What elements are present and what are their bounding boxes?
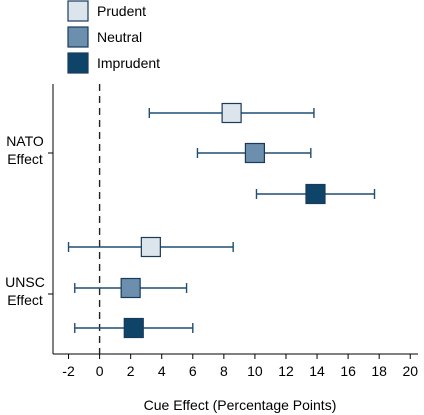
x-tick-label: 14 xyxy=(309,363,325,379)
point-estimate-marker-imprudent xyxy=(123,317,144,339)
legend-label-neutral: Neutral xyxy=(97,29,142,45)
y-group-label-line1: UNSC xyxy=(5,274,45,290)
x-tick-label: 6 xyxy=(189,363,197,379)
axes: -2 0 2 4 6 8 10 12 14 16 18 20 NATO Effect UNSC Effect xyxy=(5,84,418,379)
y-group-label-line2: Effect xyxy=(7,292,43,308)
x-tick-label: 8 xyxy=(220,363,228,379)
x-tick-label: -2 xyxy=(62,363,75,379)
x-axis-title: Cue Effect (Percentage Points) xyxy=(144,397,337,413)
legend-label-prudent: Prudent xyxy=(97,3,146,19)
x-tick-label: 16 xyxy=(340,363,356,379)
x-tick-label: 0 xyxy=(96,363,104,379)
x-tick-label: 10 xyxy=(247,363,263,379)
legend-swatch-prudent xyxy=(67,0,89,22)
y-group-label-line2: Effect xyxy=(7,151,43,167)
x-tick-label: 20 xyxy=(402,363,418,379)
point-estimate-marker-imprudent xyxy=(305,183,326,205)
legend-swatch-neutral xyxy=(67,26,89,48)
x-tick-label: 12 xyxy=(278,363,294,379)
point-estimate-marker-neutral xyxy=(244,142,266,164)
point-estimate-marker-prudent xyxy=(140,236,161,258)
legend-swatch-imprudent xyxy=(67,52,89,74)
x-tick-label: 18 xyxy=(371,363,387,379)
chart-marks xyxy=(67,102,376,339)
point-estimate-marker-neutral xyxy=(120,277,141,299)
x-tick-label: 2 xyxy=(127,363,135,379)
point-estimate-marker-prudent xyxy=(221,102,242,124)
legend: Prudent Neutral Imprudent xyxy=(67,0,160,74)
legend-label-imprudent: Imprudent xyxy=(97,55,160,71)
x-tick-label: 4 xyxy=(158,363,166,379)
y-group-label-line1: NATO xyxy=(6,133,44,149)
